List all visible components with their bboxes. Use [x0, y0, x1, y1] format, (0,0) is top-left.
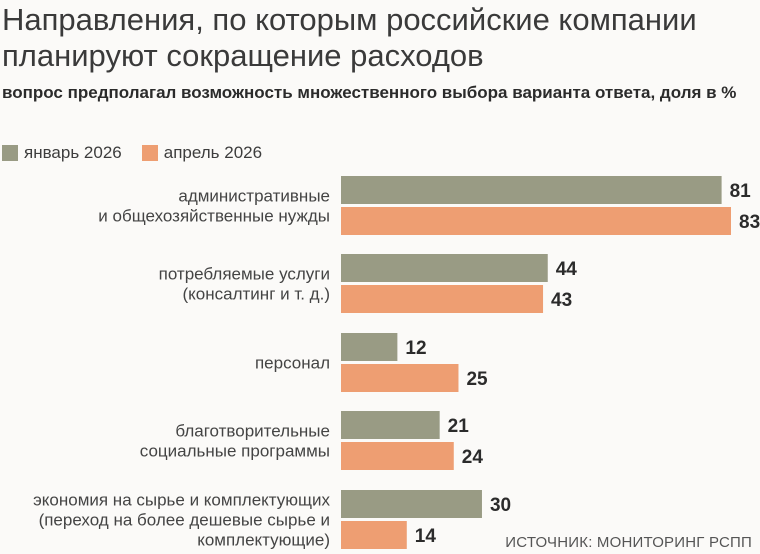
legend-item-jan: январь 2026 — [2, 143, 122, 163]
value-label: 14 — [415, 526, 437, 547]
category-label: и общехозяйственные нужды — [98, 207, 330, 226]
value-label: 30 — [490, 495, 511, 516]
bar-apr — [341, 442, 454, 470]
value-label: 81 — [730, 181, 752, 202]
category-label: комплектующие) — [197, 531, 330, 550]
category-label: потребляемые услуги — [159, 265, 330, 284]
value-label: 83 — [739, 212, 760, 233]
bar-jan — [341, 333, 398, 361]
value-label: 43 — [551, 290, 572, 311]
category-label: административные — [178, 187, 330, 206]
value-label: 24 — [462, 447, 484, 468]
legend: январь 2026 апрель 2026 — [2, 142, 282, 164]
legend-item-apr: апрель 2026 — [141, 143, 263, 163]
bar-jan — [341, 490, 482, 518]
legend-swatch-jan — [2, 145, 18, 161]
chart-subtitle: вопрос предполагал возможность множестве… — [2, 83, 737, 102]
legend-label-apr: апрель 2026 — [163, 143, 263, 162]
bar-apr — [341, 207, 731, 235]
source-note: ИСТОЧНИК: МОНИТОРИНГ РСПП — [505, 534, 752, 551]
bar-jan — [341, 254, 548, 282]
category-label: (консалтинг и т. д.) — [183, 285, 330, 304]
bar-jan — [341, 176, 722, 204]
bar-jan — [341, 411, 440, 439]
category-label: социальные программы — [140, 442, 330, 461]
value-label: 21 — [448, 416, 470, 437]
bar-apr — [341, 521, 407, 549]
bar-apr — [341, 364, 459, 392]
value-label: 44 — [556, 259, 578, 280]
category-label: (переход на более дешевые сырье и — [39, 511, 330, 530]
category-label: персонал — [255, 354, 330, 373]
value-label: 25 — [466, 369, 488, 390]
category-label: благотворительные — [175, 422, 330, 441]
bar-apr — [341, 285, 544, 313]
chart-title: Направления, по которым российские компа… — [2, 2, 697, 73]
value-label: 12 — [405, 338, 426, 359]
category-label: экономия на сырье и комплектующих — [33, 491, 330, 510]
legend-label-jan: январь 2026 — [24, 143, 122, 162]
legend-swatch-apr — [141, 145, 158, 161]
